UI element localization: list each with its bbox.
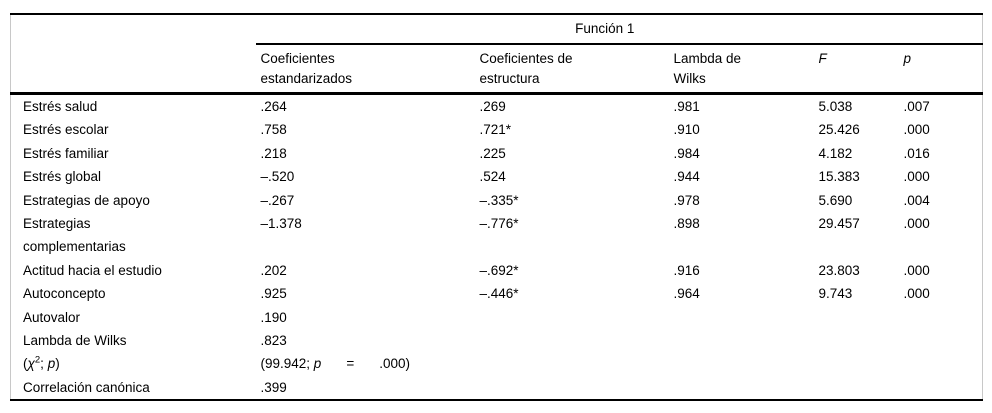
row-label: Estrategias complementarias [23,216,126,255]
cell-value: 23.803 [818,262,860,278]
cell-value: .758 [260,122,287,138]
cell-value: .964 [673,286,700,302]
cell-value: .721* [479,122,512,138]
cell-value: .000 [903,169,930,185]
row-label: Estrés salud [23,99,98,114]
cell-value [814,352,899,375]
table-row: Estrés escolar .758 .721* .910 25.426 .000 [11,118,983,141]
cell-value: –.267 [260,192,295,208]
col-header-coeficientes-estructura: Coeficientes de estructura [474,44,669,95]
cell-value: –.446* [479,286,519,302]
cell-value: .000 [903,286,930,302]
cell-value: .016 [903,145,930,161]
col-header-f: F [813,44,899,95]
cell-value: .399 [260,379,287,395]
cell-value: .225 [479,145,506,161]
table-row: Estrés salud .264 .269 .981 5.038 .007 [11,94,983,119]
row-label: Lambda de Wilks [23,333,127,349]
table-row: Estrategias de apoyo –.267 –.335* .978 5.690… [11,189,983,212]
row-label: (χ2; p) [23,354,60,372]
cell-value: .944 [673,169,700,185]
cell-value: .981 [673,99,700,114]
row-label: Correlación canónica [23,379,150,395]
cell-value: 25.426 [818,122,860,138]
cell-value [814,376,899,400]
cell-value: 5.690 [818,192,853,208]
cell-value [899,306,983,329]
cell-value [669,329,814,352]
table-row: Actitud hacia el estudio .202 –.692* .916 23… [11,259,983,282]
cell-value: .218 [260,145,287,161]
cell-value: .202 [260,262,287,278]
cell-value: .898 [673,216,700,232]
row-label: Estrés familiar [23,145,109,161]
table-row: Estrés familiar .218 .225 .984 4.182 .016 [11,142,983,165]
row-label: Actitud hacia el estudio [23,262,162,278]
row-label: Autovalor [23,309,81,325]
cell-value [475,306,669,329]
cell-value: –.692* [479,262,519,278]
cell-value: 15.383 [818,169,860,185]
cell-value: .000 [903,216,930,232]
function-header-row: Función 1 [11,14,983,45]
cell-value: .004 [903,192,930,208]
stub-cell [10,44,256,95]
cell-value: –.335* [479,192,519,208]
cell-value: .000 [903,262,930,278]
cell-value: (99.942; p = .000) [260,356,410,372]
cell-value [814,306,899,329]
cell-value: 5.038 [818,99,853,114]
cell-value [669,306,814,329]
cell-value: .984 [673,145,700,161]
row-label: Estrategias de apoyo [23,192,150,208]
cell-value: –.520 [260,169,295,185]
col-header-p: p [898,44,983,95]
cell-value: .823 [260,333,287,349]
column-header-row: Coeficientes estandarizados Coeficientes… [10,44,983,95]
cell-value: .925 [260,286,287,302]
cell-value: .269 [479,99,506,114]
row-label: Autoconcepto [23,286,106,302]
cell-value [669,352,814,375]
cell-value [899,329,983,352]
stub-cell [11,14,256,44]
table-row: Correlación canónica .399 [11,376,983,400]
table-row: Estrategias complementarias –1.378 –.776*.… [11,212,983,259]
cell-value [475,329,669,352]
cell-value: .910 [673,122,700,138]
function-header: Función 1 [255,14,983,45]
cell-value [899,352,983,375]
cell-value [899,376,983,400]
table-row: Estrés global –.520 .524 .944 15.383 .000 [11,165,983,188]
col-header-coeficientes-estandarizados: Coeficientes estandarizados [255,44,475,95]
table-row: Autoconcepto .925 –.446* .964 9.743 .000 [11,282,983,305]
cell-value: 9.743 [818,286,853,302]
cell-value: .000 [903,122,930,138]
discriminant-analysis-table: Función 1 Coeficientes estandarizados Co… [10,13,984,402]
table-row: (χ2; p) (99.942; p = .000) [11,352,983,375]
cell-value: .524 [479,169,506,185]
cell-value: –1.378 [260,216,302,232]
cell-value: .264 [260,99,287,114]
table-body: Estrés salud .264.269.981 5.038.007 Estrés … [11,94,983,401]
cell-value: 29.457 [818,216,860,232]
cell-value: .007 [903,99,930,114]
row-label: Estrés global [23,169,102,185]
cell-value [814,329,899,352]
table-row: Lambda de Wilks .823 [11,329,983,352]
col-header-lambda-wilks: Lambda de Wilks [668,44,814,95]
cell-value [669,376,814,400]
row-label: Estrés escolar [23,122,109,138]
cell-value [475,352,669,375]
cell-value [475,376,669,400]
cell-value: .978 [673,192,700,208]
cell-value: 4.182 [818,145,853,161]
table-row: Autovalor .190 [11,306,983,329]
cell-value: –.776* [479,216,519,232]
cell-value: .190 [260,309,287,325]
cell-value: .916 [673,262,700,278]
